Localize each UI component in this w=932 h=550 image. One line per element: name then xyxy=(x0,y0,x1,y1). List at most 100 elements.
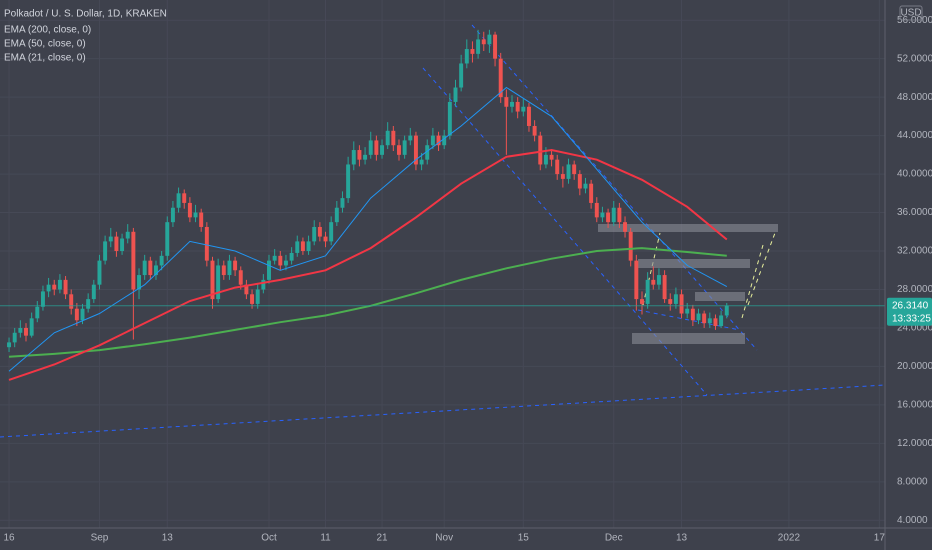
candle-body xyxy=(464,49,469,64)
candle-body xyxy=(125,231,130,239)
candle-body xyxy=(114,236,119,252)
y-tick-label: 4.0000 xyxy=(897,515,928,526)
candle-body xyxy=(329,222,334,242)
candle-body xyxy=(300,241,305,252)
candle-body xyxy=(430,135,435,146)
zone xyxy=(695,292,745,301)
candle-body xyxy=(153,265,158,276)
candle-body xyxy=(566,164,571,179)
candle-body xyxy=(35,306,40,319)
currency: USD xyxy=(900,8,921,19)
plot xyxy=(0,29,885,381)
candle-body xyxy=(91,284,96,300)
zone xyxy=(598,224,778,232)
candle-body xyxy=(549,154,554,160)
candle-body xyxy=(521,106,526,112)
candle-body xyxy=(289,252,294,261)
x-tick-label: Nov xyxy=(435,533,453,544)
candle-body xyxy=(368,140,373,155)
candle-body xyxy=(80,308,85,321)
candle-body xyxy=(317,226,322,237)
candle-body xyxy=(447,101,452,136)
y-tick-label: 24.0000 xyxy=(897,323,932,334)
x-tick-label: 15 xyxy=(518,533,530,544)
candle-body xyxy=(306,241,311,252)
candle-body xyxy=(515,101,520,112)
y-tick-label: 20.0000 xyxy=(897,361,932,372)
currency-box[interactable] xyxy=(899,5,923,21)
candle-body xyxy=(685,308,690,314)
candle-body xyxy=(538,135,543,165)
candle-body xyxy=(374,140,379,155)
candle-body xyxy=(340,198,345,208)
y-tick-label: 16.0000 xyxy=(897,400,932,411)
candle-body xyxy=(216,265,221,300)
candle-body xyxy=(272,255,277,261)
y-tick-label: 36.0000 xyxy=(897,207,932,218)
x-tick-label: 13 xyxy=(676,533,688,544)
candle-body xyxy=(142,260,147,276)
candle-body xyxy=(679,294,684,314)
candle-body xyxy=(673,294,678,304)
candle-body xyxy=(628,231,633,261)
candle-body xyxy=(623,222,628,232)
candle-body xyxy=(199,212,204,227)
candle-body xyxy=(131,231,136,290)
candle-body xyxy=(419,159,424,165)
candle-body xyxy=(651,279,656,285)
candle-body xyxy=(250,294,255,304)
candle-body xyxy=(702,313,707,324)
candle-body xyxy=(504,97,509,107)
candle-body xyxy=(589,183,594,203)
candle-body xyxy=(46,284,51,292)
candle-body xyxy=(600,212,605,218)
last-price-label: 26.3140 xyxy=(892,300,929,311)
candle-body xyxy=(24,327,28,336)
x-tick-label: 13 xyxy=(162,533,174,544)
candle-body xyxy=(470,49,475,54)
candle-body xyxy=(18,327,23,333)
candle-body xyxy=(283,260,288,266)
countdown: 13:33:25 xyxy=(892,313,931,324)
candle-body xyxy=(204,226,209,261)
candle-body xyxy=(707,318,712,324)
candle-body xyxy=(656,275,661,285)
candle-body xyxy=(7,342,12,348)
candle-body xyxy=(510,101,514,107)
candle-body xyxy=(453,87,458,102)
candle-body xyxy=(63,279,68,295)
y-tick-label: 8.0000 xyxy=(897,476,928,487)
candle-body xyxy=(86,299,91,309)
candle-body xyxy=(713,318,718,327)
candle-body xyxy=(543,154,548,165)
candle-body xyxy=(690,308,695,321)
candle-body xyxy=(210,260,215,300)
candle-body xyxy=(165,222,170,256)
candle-body xyxy=(255,289,260,304)
trend-line xyxy=(637,309,741,331)
y-tick-label: 28.0000 xyxy=(897,284,932,295)
candle-body xyxy=(52,284,57,290)
candle-body xyxy=(148,260,153,276)
candle-body xyxy=(221,265,226,276)
candle-body xyxy=(137,275,142,290)
candle-body xyxy=(640,299,644,304)
x-tick-label: Dec xyxy=(605,533,623,544)
candle-body xyxy=(278,255,283,266)
candle-body xyxy=(312,226,317,242)
candle-body xyxy=(560,174,565,179)
ema-line xyxy=(8,86,728,372)
candle-body xyxy=(662,275,667,300)
candle-body xyxy=(74,308,79,321)
x-tick-label: Sep xyxy=(91,533,109,544)
candle-body xyxy=(645,279,650,304)
x-tick-label: 2022 xyxy=(778,533,801,544)
candle-body xyxy=(69,294,74,309)
x-tick-label: 16 xyxy=(3,533,15,544)
legend-entry: EMA (21, close, 0) xyxy=(4,53,86,64)
candle-body xyxy=(363,154,368,160)
yellow-line xyxy=(747,232,776,306)
